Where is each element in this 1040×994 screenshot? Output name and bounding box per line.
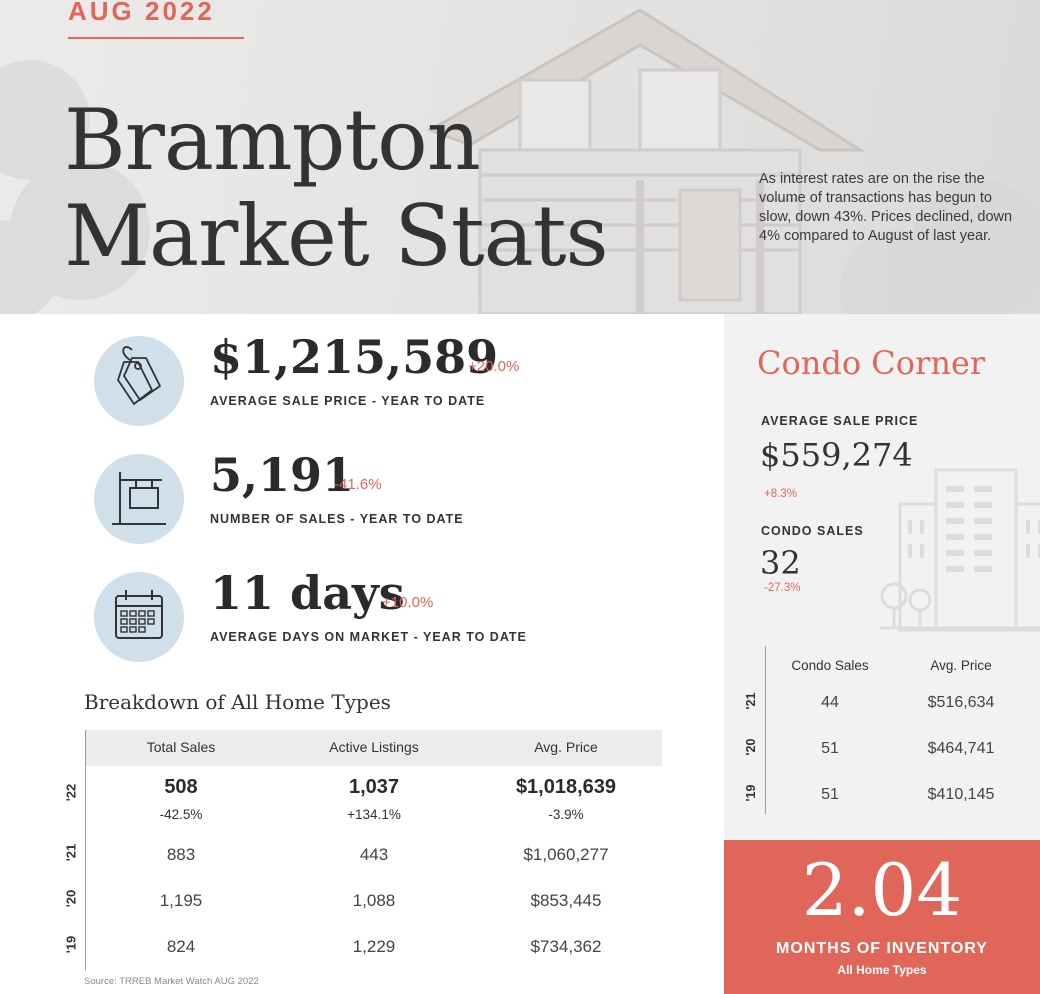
column-header-total-sales: Total Sales [146, 739, 216, 755]
table-cell: $1,060,277 [523, 845, 609, 864]
condo-sales-label: CONDO SALES [761, 524, 864, 538]
inventory-label: MONTHS OF INVENTORY [776, 940, 988, 957]
table-cell: $464,741 [927, 740, 995, 757]
table-cell: 1,088 [352, 891, 396, 910]
stat-label: AVERAGE SALE PRICE - YEAR TO DATE [210, 394, 486, 408]
source-note: Source: TRREB Market Watch AUG 2022 [84, 976, 259, 987]
condo-corner-title: Condo Corner [757, 344, 986, 382]
table-cell: $1,018,639 [515, 776, 617, 798]
table-cell-change: -3.9% [548, 807, 584, 822]
for-sale-sign-icon [94, 454, 184, 544]
calendar-icon [94, 572, 184, 662]
stat-label: AVERAGE DAYS ON MARKET - YEAR TO DATE [210, 630, 527, 644]
year-label: '19 [63, 935, 79, 954]
year-label: '19 [744, 784, 758, 802]
year-label: '20 [63, 889, 79, 908]
house-background-image [0, 8, 1040, 314]
stat-value: 11 days [210, 566, 405, 620]
stat-value: 5,191 [210, 448, 355, 502]
table-cell: 443 [359, 845, 389, 864]
stat-number-of-sales: 5,191 -41.6% NUMBER OF SALES - YEAR TO D… [94, 448, 694, 554]
page-title: Brampton Market Stats [64, 91, 609, 285]
stat-days-on-market: 11 days +10.0% AVERAGE DAYS ON MARKET - … [94, 566, 694, 672]
breakdown-title: Breakdown of All Home Types [84, 690, 391, 714]
table-cell: 883 [166, 845, 196, 864]
inventory-value: 2.04 [801, 848, 963, 932]
stat-change: +10.0% [382, 594, 434, 611]
table-cell-change: +134.1% [347, 807, 401, 822]
condo-sales-change: -27.3% [764, 582, 801, 594]
stat-change: -41.6% [334, 476, 382, 493]
year-label: '21 [744, 692, 758, 710]
column-header-active-listings: Active Listings [329, 739, 419, 755]
condo-sales-value: 32 [760, 544, 801, 582]
table-cell: 1,229 [352, 937, 396, 956]
hero-banner: AUG 2022 Brampton Market Stats As intere… [0, 0, 1040, 314]
table-cell: $410,145 [927, 786, 995, 803]
table-cell-change: -42.5% [159, 807, 203, 822]
column-header-avg-price: Avg. Price [534, 739, 598, 755]
month-underline [68, 37, 244, 39]
stat-change: +20.0% [468, 358, 520, 375]
table-cell: 1,195 [159, 891, 203, 910]
condo-year-divider [765, 646, 766, 814]
table-cell: $853,445 [530, 891, 602, 910]
breakdown-header-row: Total Sales Active Listings Avg. Price [86, 730, 662, 766]
table-cell: 508 [164, 776, 198, 798]
column-header-condo-sales: Condo Sales [791, 658, 869, 673]
condo-avg-price-change: +8.3% [764, 488, 797, 500]
inventory-sublabel: All Home Types [837, 963, 927, 977]
buildings-icon [880, 468, 1040, 632]
table-cell: 824 [166, 937, 196, 956]
year-label: '20 [744, 738, 758, 756]
table-cell: $734,362 [530, 937, 602, 956]
table-cell: 44 [821, 694, 839, 711]
page-title-line2: Market Stats [64, 187, 609, 285]
report-month: AUG 2022 [68, 0, 215, 26]
intro-text: As interest rates are on the rise the vo… [759, 171, 1013, 244]
condo-avg-price-value: $559,274 [760, 436, 913, 474]
table-cell: 51 [821, 740, 839, 757]
year-label: '21 [63, 843, 79, 862]
breakdown-year-divider [85, 730, 86, 970]
stat-average-sale-price: $1,215,589 +20.0% AVERAGE SALE PRICE - Y… [94, 330, 694, 436]
condo-avg-price-label: AVERAGE SALE PRICE [761, 414, 919, 428]
months-of-inventory-box: 2.04 MONTHS OF INVENTORY All Home Types [724, 840, 1040, 994]
table-cell: 1,037 [348, 776, 400, 798]
year-label: '22 [63, 783, 79, 802]
column-header-condo-avg-price: Avg. Price [930, 658, 992, 673]
price-tag-icon [94, 336, 184, 426]
table-cell: 51 [821, 786, 839, 803]
condo-corner-panel: Condo Corner AVERAGE SALE PRICE $559,274… [724, 314, 1040, 840]
stat-value: $1,215,589 [210, 330, 499, 384]
page-title-line1: Brampton [64, 91, 481, 189]
stat-label: NUMBER OF SALES - YEAR TO DATE [210, 512, 464, 526]
table-cell: $516,634 [927, 694, 995, 711]
